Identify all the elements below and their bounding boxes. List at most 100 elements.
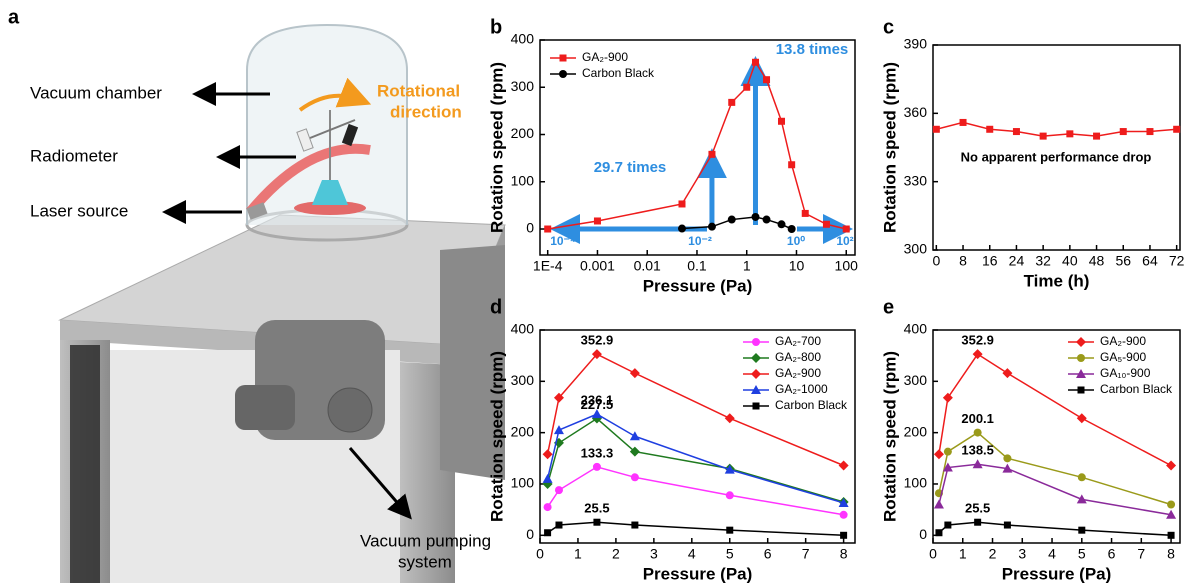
legend-label: GA₅-900 (1100, 350, 1147, 364)
legend-label: GA₁₀-900 (1100, 366, 1151, 380)
legend-label: GA₂-800 (775, 350, 821, 364)
y-tick-label: 200 (904, 423, 928, 439)
x-tick-label: 5 (726, 546, 734, 562)
point (555, 522, 562, 529)
y-axis-label: Rotation speed (rpm) (880, 351, 899, 522)
point (708, 223, 716, 231)
point (1066, 130, 1073, 137)
callout: Vacuum pumping (360, 531, 491, 550)
point (728, 216, 736, 224)
point (986, 126, 993, 133)
legend-label: GA₂-900 (775, 366, 821, 380)
legend-marker (751, 369, 761, 379)
rotation-label: Rotational (377, 81, 460, 100)
point (751, 213, 759, 221)
point (1166, 460, 1176, 470)
y-tick-label: 0 (526, 220, 534, 236)
data-label: 133.3 (581, 445, 614, 460)
point (743, 84, 750, 91)
annotation: 10⁰ (787, 234, 805, 248)
y-tick-label: 300 (904, 241, 928, 257)
point (763, 76, 770, 83)
legend-label: GA₂-900 (582, 50, 628, 64)
point (1004, 522, 1011, 529)
data-label: 25.5 (584, 501, 609, 516)
x-tick-label: 6 (1108, 546, 1116, 562)
point (788, 225, 796, 233)
x-tick-label: 0 (932, 253, 940, 269)
x-tick-label: 0 (929, 546, 937, 562)
x-axis-label: Pressure (Pa) (643, 564, 753, 583)
point (593, 463, 601, 471)
point (1167, 501, 1175, 509)
point (630, 368, 640, 378)
point (594, 217, 601, 224)
point (974, 519, 981, 526)
x-tick-label: 48 (1089, 253, 1105, 269)
point (544, 503, 552, 511)
x-tick-label: 7 (802, 546, 810, 562)
plot-frame (933, 45, 1180, 250)
x-tick-label: 1 (959, 546, 967, 562)
point (944, 522, 951, 529)
series-line (936, 122, 1176, 136)
panel-letter: c (883, 16, 894, 38)
point (1120, 128, 1127, 135)
x-tick-label: 4 (688, 546, 696, 562)
y-tick-label: 400 (904, 321, 928, 337)
point (778, 118, 785, 125)
legend-marker (752, 338, 760, 346)
y-axis-label: Rotation speed (rpm) (880, 62, 899, 233)
point (778, 220, 786, 228)
annotation: No apparent performance drop (961, 149, 1152, 164)
point (840, 511, 848, 519)
y-tick-label: 0 (919, 526, 927, 542)
x-tick-label: 10 (789, 258, 805, 274)
point (1078, 473, 1086, 481)
x-tick-label: 1 (743, 258, 751, 274)
legend-marker (1077, 354, 1085, 362)
x-tick-label: 72 (1169, 253, 1185, 269)
point (1077, 494, 1087, 503)
y-tick-label: 100 (511, 475, 535, 491)
legend-label: Carbon Black (1100, 382, 1173, 396)
point (843, 226, 850, 233)
point (1146, 128, 1153, 135)
x-tick-label: 0.001 (580, 258, 615, 274)
point (554, 425, 564, 434)
series-line (548, 522, 844, 535)
legend-label: Carbon Black (582, 66, 655, 80)
y-tick-label: 200 (511, 125, 535, 141)
point (678, 200, 685, 207)
x-tick-label: 2 (989, 546, 997, 562)
x-tick-label: 8 (840, 546, 848, 562)
y-tick-label: 400 (511, 321, 535, 337)
x-tick-label: 1E-4 (533, 258, 563, 274)
annotation: 10⁻⁴ (550, 234, 576, 248)
legend-marker (560, 55, 567, 62)
x-axis-label: Pressure (Pa) (1002, 564, 1112, 583)
point (1077, 413, 1087, 423)
point (1093, 133, 1100, 140)
point (725, 413, 735, 423)
point (1002, 368, 1012, 378)
x-tick-label: 1 (574, 546, 582, 562)
point (944, 448, 952, 456)
x-tick-label: 2 (612, 546, 620, 562)
y-tick-label: 360 (904, 104, 928, 120)
panel-letter: b (490, 16, 502, 38)
rotation-label: direction (390, 102, 462, 121)
point (631, 473, 639, 481)
x-tick-label: 8 (959, 253, 967, 269)
data-label: 352.9 (961, 333, 994, 348)
callout: Radiometer (30, 146, 118, 165)
point (960, 119, 967, 126)
point (543, 474, 553, 483)
x-tick-label: 32 (1035, 253, 1051, 269)
point (726, 491, 734, 499)
y-tick-label: 0 (526, 526, 534, 542)
x-tick-label: 100 (835, 258, 859, 274)
annotation: 29.7 times (594, 159, 667, 176)
data-label: 138.5 (961, 443, 994, 458)
legend-marker (1076, 337, 1086, 347)
